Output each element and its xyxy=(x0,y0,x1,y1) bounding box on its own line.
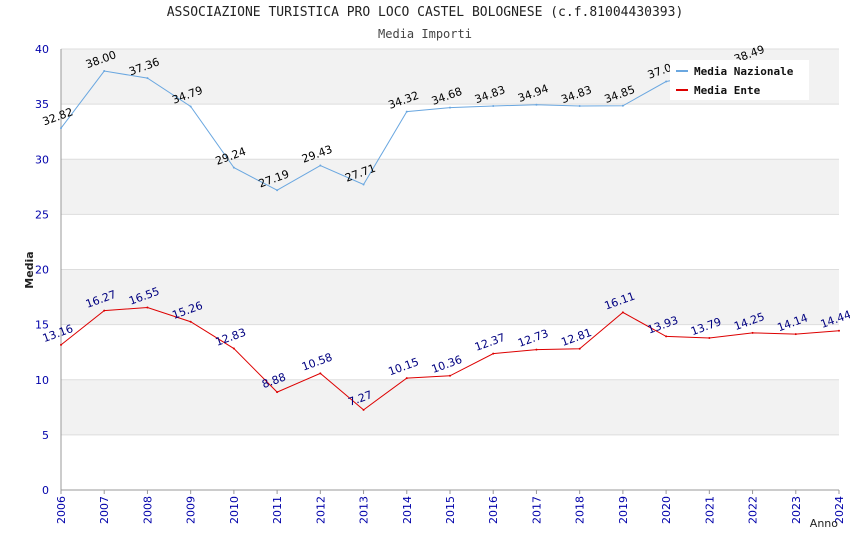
data-point-media-nazionale xyxy=(449,106,451,109)
data-point-media-ente xyxy=(362,408,365,411)
chart-subtitle: Media Importi xyxy=(378,27,472,41)
x-tick-label: 2020 xyxy=(660,496,673,524)
x-tick-label: 2006 xyxy=(55,496,68,524)
x-tick-label: 2010 xyxy=(228,496,241,524)
x-tick-label: 2016 xyxy=(487,496,500,524)
x-tick-label: 2007 xyxy=(98,496,111,524)
data-point-media-nazionale xyxy=(535,103,538,106)
legend-item-media-nazionale: Media Nazionale xyxy=(676,64,793,78)
data-point-media-nazionale xyxy=(60,127,62,130)
x-tick-label: 2024 xyxy=(833,496,846,524)
data-point-media-ente xyxy=(578,347,581,350)
x-tick-label: 2013 xyxy=(358,496,371,524)
x-tick-label: 2015 xyxy=(444,496,457,524)
x-tick-label: 2022 xyxy=(747,496,760,524)
y-tick-label: 0 xyxy=(42,484,49,497)
x-axis-title: Anno xyxy=(810,517,838,530)
data-point-media-nazionale xyxy=(492,104,495,107)
legend-label-media-nazionale: Media Nazionale xyxy=(694,64,794,78)
y-tick-label: 15 xyxy=(35,319,49,332)
grid-band xyxy=(61,324,839,380)
y-axis-title: Media xyxy=(23,251,36,288)
y-tick-label: 25 xyxy=(35,208,49,221)
data-point-media-ente xyxy=(60,343,62,346)
series-line-media-nazionale xyxy=(60,65,753,191)
x-tick-label: 2012 xyxy=(314,496,327,524)
data-point-media-ente xyxy=(621,311,624,314)
y-tick-label: 10 xyxy=(35,374,49,387)
x-tick-label: 2019 xyxy=(617,496,630,524)
chart-title: ASSOCIAZIONE TURISTICA PRO LOCO CASTEL B… xyxy=(166,5,684,20)
data-point-media-ente xyxy=(665,335,668,338)
data-point-media-nazionale xyxy=(232,166,235,169)
data-point-media-ente xyxy=(319,372,322,375)
grid-band xyxy=(61,214,839,270)
x-tick-label: 2014 xyxy=(401,496,414,524)
y-tick-label: 35 xyxy=(35,98,49,111)
data-point-media-nazionale xyxy=(189,105,192,108)
data-point-media-ente xyxy=(405,377,408,380)
data-point-media-nazionale xyxy=(621,104,624,107)
legend-swatch-media-ente xyxy=(676,89,688,91)
data-point-media-nazionale xyxy=(146,77,149,80)
data-point-media-ente xyxy=(189,320,192,323)
y-tick-label: 40 xyxy=(35,43,49,56)
data-point-media-ente xyxy=(276,391,279,394)
chart-legend: Media Nazionale Media Ente xyxy=(670,60,809,100)
legend-item-media-ente: Media Ente xyxy=(676,83,760,97)
data-point-media-nazionale xyxy=(103,70,106,73)
x-tick-label: 2021 xyxy=(703,496,716,524)
legend-swatch-media-nazionale xyxy=(676,70,688,72)
data-point-media-ente xyxy=(492,352,495,355)
x-tick-label: 2008 xyxy=(141,496,154,524)
data-point-media-nazionale xyxy=(665,80,668,83)
grid-band xyxy=(61,104,839,160)
data-point-media-ente xyxy=(708,336,711,339)
data-point-media-ente xyxy=(232,347,235,350)
y-tick-label: 30 xyxy=(35,153,49,166)
y-tick-label: 5 xyxy=(42,429,49,442)
data-point-media-ente xyxy=(146,306,149,309)
grid-band xyxy=(61,379,839,435)
data-point-media-ente xyxy=(794,333,797,336)
x-tick-label: 2011 xyxy=(271,496,284,524)
data-point-media-nazionale xyxy=(578,104,581,107)
grid-band xyxy=(61,434,839,490)
x-tick-label: 2023 xyxy=(790,496,803,524)
y-tick-label: 20 xyxy=(35,264,49,277)
data-point-media-nazionale xyxy=(405,110,408,113)
data-point-media-nazionale xyxy=(319,164,322,167)
data-point-media-nazionale xyxy=(276,189,279,192)
grid-band xyxy=(61,269,839,325)
data-point-media-ente xyxy=(535,348,538,351)
data-point-media-ente xyxy=(751,331,754,334)
data-point-media-nazionale xyxy=(362,183,365,186)
legend-label-media-ente: Media Ente xyxy=(694,83,761,97)
grid-band xyxy=(61,159,839,215)
x-tick-label: 2009 xyxy=(185,496,198,524)
x-tick-label: 2017 xyxy=(530,496,543,524)
data-point-media-ente xyxy=(103,309,106,312)
data-point-media-ente xyxy=(838,329,840,332)
x-tick-label: 2018 xyxy=(574,496,587,524)
data-point-media-ente xyxy=(449,374,451,377)
